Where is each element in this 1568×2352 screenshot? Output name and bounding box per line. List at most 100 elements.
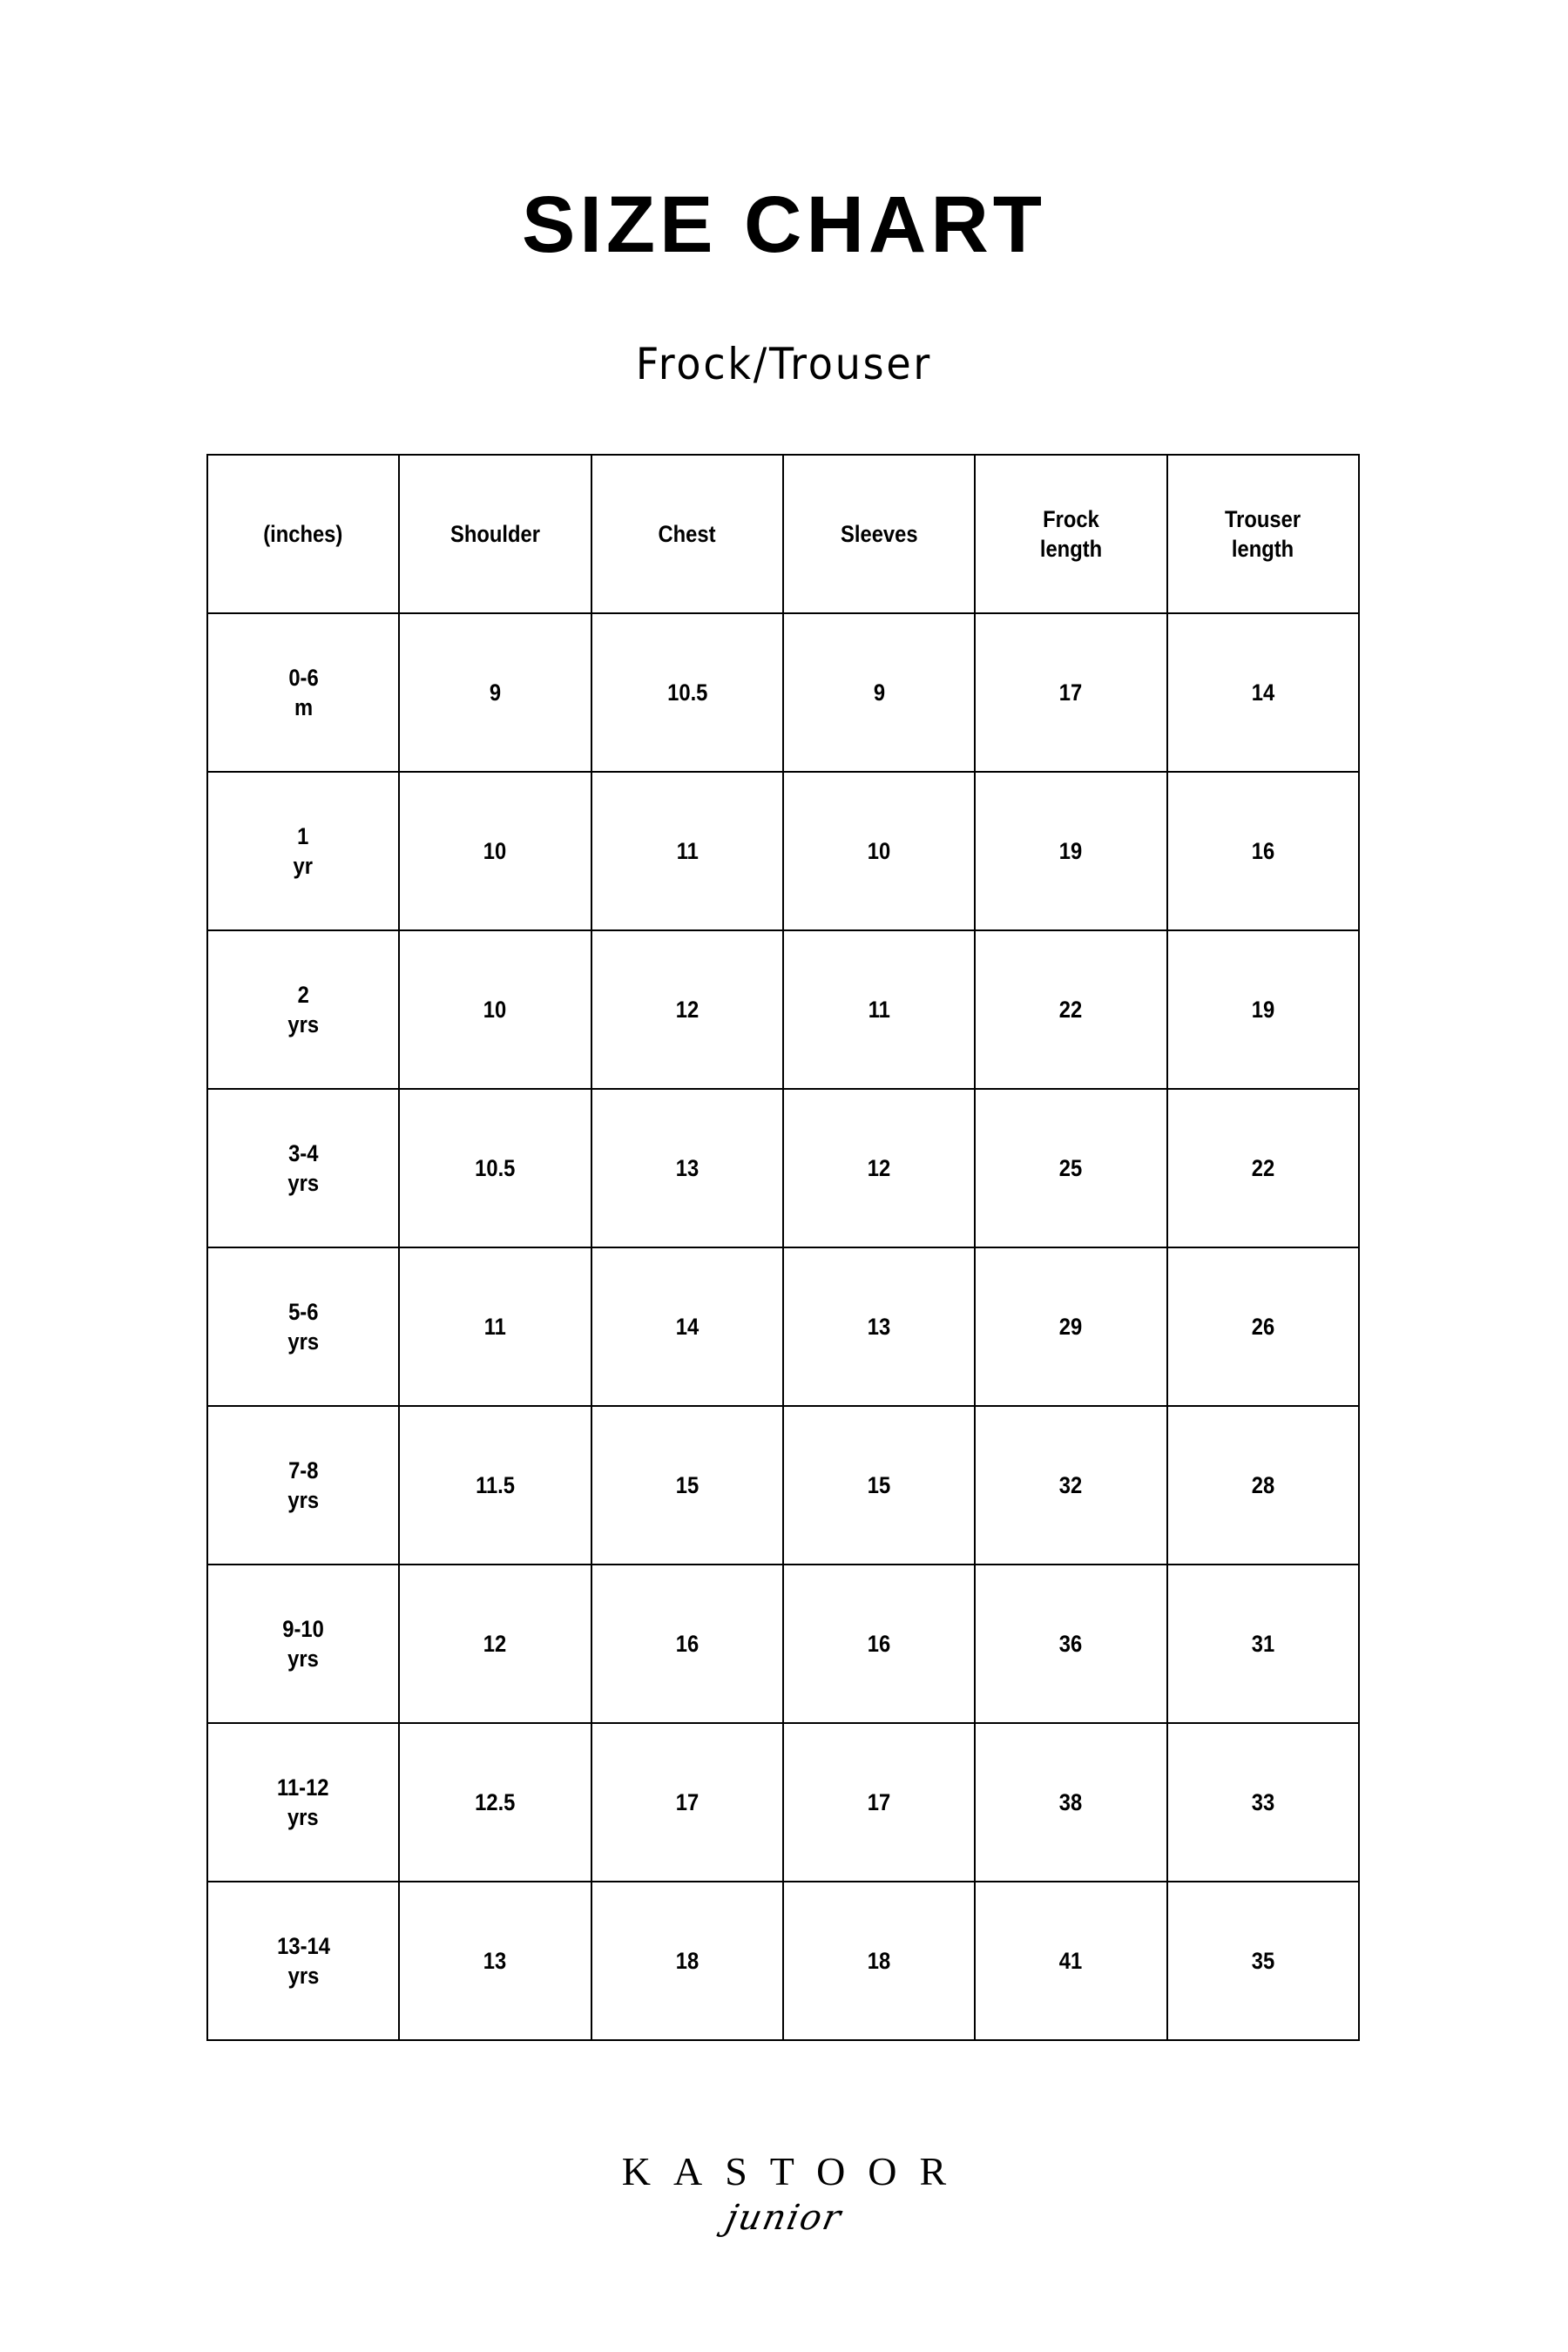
cell-text: 15 bbox=[675, 1472, 700, 1498]
size-chart-table: (inches) Shoulder Chest Sleeves Frock length T… bbox=[206, 454, 1361, 2041]
table-row: 5-6 yrs 11 14 13 29 26 bbox=[206, 1247, 1361, 1407]
cell-text: 33 bbox=[1251, 1789, 1275, 1815]
cell-text: 25 bbox=[1059, 1155, 1083, 1181]
cell-text: 9-10 bbox=[282, 1616, 324, 1642]
measurement-cell: 22 bbox=[974, 929, 1168, 1090]
cell-text: (inches) bbox=[263, 521, 343, 547]
measurement-cell: 10.5 bbox=[398, 1088, 592, 1248]
cell-text: 19 bbox=[1251, 997, 1275, 1023]
cell-text: 22 bbox=[1059, 997, 1083, 1023]
measurement-cell: 13 bbox=[590, 1088, 784, 1248]
cell-text: yrs bbox=[287, 1963, 319, 1989]
cell-text: 17 bbox=[1059, 679, 1083, 706]
brand-logo: KASTOOR junior bbox=[0, 2149, 1568, 2239]
measurement-cell: 9 bbox=[781, 612, 977, 773]
column-header: Shoulder bbox=[398, 454, 592, 614]
cell-text: Shoulder bbox=[450, 521, 540, 547]
cell-text: 16 bbox=[675, 1631, 700, 1657]
measurement-cell: 10 bbox=[398, 929, 592, 1090]
measurement-cell: 11 bbox=[590, 771, 784, 931]
cell-text: 16 bbox=[1251, 838, 1275, 864]
cell-text: Trouser bbox=[1225, 506, 1301, 532]
table-row: 9-10 yrs 12 16 16 36 31 bbox=[206, 1564, 1361, 1724]
cell-text: 15 bbox=[867, 1472, 891, 1498]
cell-text: 9 bbox=[489, 679, 502, 706]
cell-text: length bbox=[1232, 536, 1294, 562]
size-cell: 1 yr bbox=[206, 771, 401, 931]
cell-text: Sleeves bbox=[840, 521, 918, 547]
cell-text: 32 bbox=[1059, 1472, 1083, 1498]
cell-text: Frock bbox=[1043, 506, 1099, 532]
measurement-cell: 17 bbox=[974, 612, 1168, 773]
size-cell: 0-6 m bbox=[206, 612, 401, 773]
cell-text: m bbox=[294, 694, 313, 720]
measurement-cell: 28 bbox=[1166, 1405, 1361, 1565]
page-subtitle: Frock/Trouser bbox=[635, 339, 933, 389]
cell-text: 10.5 bbox=[475, 1155, 516, 1181]
cell-text: 9 bbox=[873, 679, 885, 706]
measurement-cell: 16 bbox=[781, 1564, 977, 1724]
column-header: Chest bbox=[590, 454, 784, 614]
cell-text: 28 bbox=[1251, 1472, 1275, 1498]
table-row: 13-14 yrs 13 18 18 41 35 bbox=[206, 1881, 1361, 2041]
table-row: 7-8 yrs 11.5 15 15 32 28 bbox=[206, 1405, 1361, 1565]
cell-text: yrs bbox=[287, 1804, 320, 1830]
cell-text: 13 bbox=[483, 1948, 507, 1974]
table-row: 2 yrs 10 12 11 22 19 bbox=[206, 929, 1361, 1090]
measurement-cell: 17 bbox=[590, 1722, 784, 1882]
cell-text: 2 bbox=[297, 982, 309, 1008]
table-row: 0-6 m 9 10.5 9 17 14 bbox=[206, 612, 1361, 773]
cell-text: 35 bbox=[1251, 1948, 1275, 1974]
cell-text: 12 bbox=[483, 1631, 507, 1657]
cell-text: 13 bbox=[675, 1155, 700, 1181]
cell-text: 12.5 bbox=[475, 1789, 516, 1815]
measurement-cell: 11.5 bbox=[398, 1405, 592, 1565]
measurement-cell: 11 bbox=[398, 1247, 592, 1407]
measurement-cell: 41 bbox=[974, 1881, 1168, 2041]
measurement-cell: 10 bbox=[398, 771, 592, 931]
cell-text: 10 bbox=[867, 838, 891, 864]
cell-text: 16 bbox=[867, 1631, 891, 1657]
measurement-cell: 15 bbox=[781, 1405, 977, 1565]
table-row: 3-4 yrs 10.5 13 12 25 22 bbox=[206, 1088, 1361, 1248]
measurement-cell: 9 bbox=[398, 612, 592, 773]
measurement-cell: 19 bbox=[974, 771, 1168, 931]
cell-text: 13 bbox=[867, 1314, 891, 1340]
cell-text: 29 bbox=[1059, 1314, 1083, 1340]
measurement-cell: 31 bbox=[1166, 1564, 1361, 1724]
cell-text: yrs bbox=[287, 1170, 320, 1196]
measurement-cell: 15 bbox=[590, 1405, 784, 1565]
size-cell: 2 yrs bbox=[206, 929, 401, 1090]
cell-text: yr bbox=[293, 853, 314, 879]
cell-text: 17 bbox=[675, 1789, 700, 1815]
cell-text: 11-12 bbox=[277, 1774, 329, 1801]
cell-text: 5-6 bbox=[287, 1299, 319, 1325]
column-header: (inches) bbox=[206, 454, 401, 614]
size-cell: 7-8 yrs bbox=[206, 1405, 401, 1565]
cell-text: 38 bbox=[1059, 1789, 1083, 1815]
measurement-cell: 19 bbox=[1166, 929, 1361, 1090]
cell-text: 12 bbox=[675, 997, 700, 1023]
cell-text: length bbox=[1039, 536, 1103, 562]
cell-text: 14 bbox=[675, 1314, 700, 1340]
measurement-cell: 18 bbox=[781, 1881, 977, 2041]
cell-text: 36 bbox=[1059, 1631, 1083, 1657]
measurement-cell: 33 bbox=[1166, 1722, 1361, 1882]
size-cell: 9-10 yrs bbox=[206, 1564, 401, 1724]
measurement-cell: 22 bbox=[1166, 1088, 1361, 1248]
cell-text: 31 bbox=[1251, 1631, 1275, 1657]
column-header: Trouser length bbox=[1166, 454, 1361, 614]
measurement-cell: 10 bbox=[781, 771, 977, 931]
cell-text: yrs bbox=[287, 1646, 320, 1672]
brand-name: KASTOOR bbox=[621, 2149, 970, 2193]
cell-text: 11 bbox=[676, 838, 699, 864]
measurement-cell: 38 bbox=[974, 1722, 1168, 1882]
measurement-cell: 25 bbox=[974, 1088, 1168, 1248]
measurement-cell: 12 bbox=[590, 929, 784, 1090]
cell-text: 13-14 bbox=[276, 1933, 330, 1959]
measurement-cell: 12.5 bbox=[398, 1722, 592, 1882]
measurement-cell: 12 bbox=[781, 1088, 977, 1248]
measurement-cell: 14 bbox=[590, 1247, 784, 1407]
size-cell: 5-6 yrs bbox=[206, 1247, 401, 1407]
table-row: 1 yr 10 11 10 19 16 bbox=[206, 771, 1361, 931]
